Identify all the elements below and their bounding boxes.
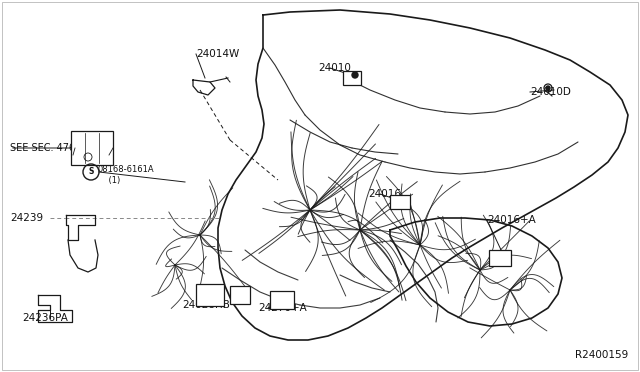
Text: 24016+A: 24016+A <box>487 215 536 225</box>
Text: 24028HB: 24028HB <box>182 300 230 310</box>
Text: 24010: 24010 <box>318 63 351 73</box>
Text: R2400159: R2400159 <box>575 350 628 360</box>
Circle shape <box>546 86 550 90</box>
Text: S: S <box>88 167 93 176</box>
Text: 24236PA: 24236PA <box>22 313 68 323</box>
FancyBboxPatch shape <box>71 131 113 165</box>
Text: 08168-6161A
    (1): 08168-6161A (1) <box>98 165 155 185</box>
FancyBboxPatch shape <box>270 291 294 309</box>
Circle shape <box>352 72 358 78</box>
Text: 24014W: 24014W <box>196 49 239 59</box>
Text: 24270+A: 24270+A <box>258 303 307 313</box>
Text: SEE SEC. 476: SEE SEC. 476 <box>10 143 75 153</box>
FancyBboxPatch shape <box>230 286 250 304</box>
Text: 24016: 24016 <box>368 189 401 199</box>
FancyBboxPatch shape <box>390 195 410 209</box>
Text: 24010D: 24010D <box>530 87 571 97</box>
FancyBboxPatch shape <box>343 71 361 85</box>
FancyBboxPatch shape <box>489 250 511 266</box>
FancyBboxPatch shape <box>196 284 224 306</box>
Text: 24239: 24239 <box>10 213 43 223</box>
